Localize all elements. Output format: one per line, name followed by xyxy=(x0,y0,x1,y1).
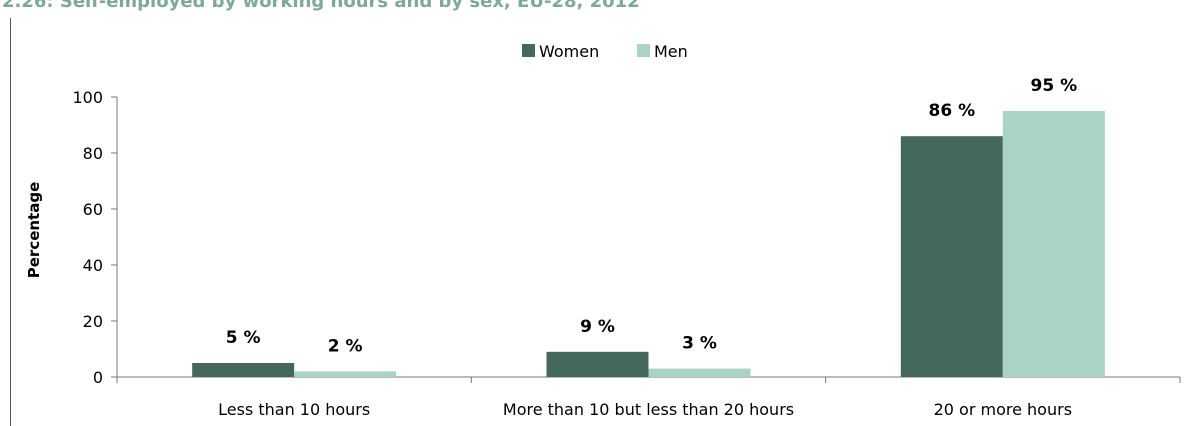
legend-swatch-women xyxy=(522,44,535,57)
y-tick-label: 100 xyxy=(72,88,103,107)
data-label: 3 % xyxy=(682,334,717,354)
data-label: 9 % xyxy=(580,317,615,337)
frame-left-rule xyxy=(10,18,11,426)
legend-label-women: Women xyxy=(539,42,599,61)
data-label: 95 % xyxy=(1031,76,1078,96)
data-label: 5 % xyxy=(226,328,261,348)
bar-women-0 xyxy=(192,363,295,377)
bar-men-2 xyxy=(1002,111,1105,377)
y-tick-label: 40 xyxy=(83,256,103,275)
x-tick-label: More than 10 but less than 20 hours xyxy=(503,400,794,419)
chart-title: 2.26: Self-employed by working hours and… xyxy=(2,0,640,12)
x-axis: Less than 10 hours More than 10 but less … xyxy=(116,376,1181,419)
y-tick-label: 0 xyxy=(93,368,103,387)
legend-label-men: Men xyxy=(654,42,688,61)
data-label: 2 % xyxy=(328,336,363,356)
y-axis-title: Percentage xyxy=(25,182,43,279)
legend: Women Men xyxy=(522,42,688,61)
y-tick-label: 20 xyxy=(83,312,103,331)
x-tick-label: Less than 10 hours xyxy=(218,400,370,419)
y-tick-label: 80 xyxy=(83,144,103,163)
legend-swatch-men xyxy=(637,44,650,57)
bar-men-1 xyxy=(648,368,751,377)
y-tick-label: 60 xyxy=(83,200,103,219)
x-tick-label: 20 or more hours xyxy=(934,400,1072,419)
y-axis: 0 20 40 60 80 100 Percentage xyxy=(25,88,118,387)
bar-women-1 xyxy=(546,351,649,377)
data-label: 86 % xyxy=(929,101,976,121)
bar-women-2 xyxy=(900,136,1003,377)
data-labels: 5 % 9 % 86 % 2 % 3 % 95 % xyxy=(226,76,1077,356)
bar-men-0 xyxy=(294,371,397,377)
bars xyxy=(192,111,1105,377)
